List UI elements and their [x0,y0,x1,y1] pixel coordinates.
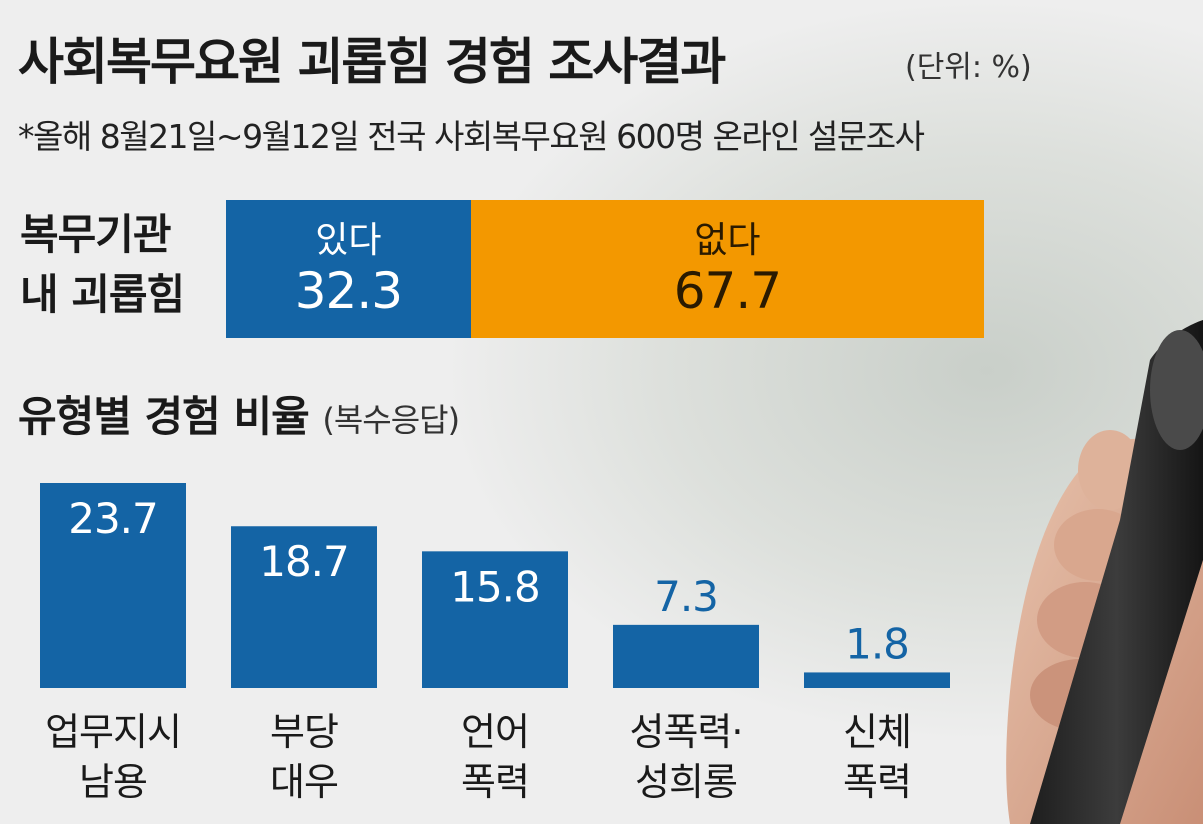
segment-value: 32.3 [294,262,403,320]
bar [231,526,377,688]
bar [613,624,759,688]
bar-value-label: 7.3 [654,572,718,621]
survey-note: *올해 8월21일~9월12일 전국 사회복무요원 600명 온라인 설문조사 [18,117,925,156]
category-label: 남용 [79,760,147,804]
bar [422,551,568,688]
section-title: 유형별 경험 비율 (복수응답) [18,383,460,444]
stacked-bar-label-line: 복무기관 [20,210,172,259]
section-title-text: 유형별 경험 비율 [18,392,310,441]
stacked-bar-label: 복무기관 내 괴롭힘 [20,205,185,325]
category-label: 업무지시 [45,710,181,754]
bar-value-label: 15.8 [450,562,540,611]
category-label: 폭력 [461,760,529,804]
category-label: 폭력 [843,760,911,804]
stacked-bar: 있다 32.3 없다 67.7 [226,200,984,338]
unit-label: (단위: %) [905,50,1032,85]
stacked-segment-yes: 있다 32.3 [226,200,471,338]
category-label: 성폭력· [630,710,743,754]
segment-label: 없다 [694,220,761,261]
section-note: (복수응답) [322,401,460,439]
category-label: 성희롱 [635,760,737,804]
category-label: 신체 [843,710,911,754]
category-label: 언어 [461,710,529,754]
microphone-icon [1030,320,1203,824]
stacked-segment-no: 없다 67.7 [470,200,984,338]
segment-label: 있다 [315,220,382,261]
category-label: 부당 [270,710,338,754]
bar [40,483,186,688]
stacked-bar-label-line: 내 괴롭힘 [20,270,185,319]
bar-value-label: 18.7 [259,537,349,586]
bar-value-label: 1.8 [845,619,909,668]
segment-value: 67.7 [673,262,782,320]
category-label: 대우 [270,760,338,804]
chart-title: 사회복무요원 괴롭힘 경험 조사결과 [18,33,726,91]
bar [804,672,950,688]
bar-value-label: 23.7 [68,494,158,543]
